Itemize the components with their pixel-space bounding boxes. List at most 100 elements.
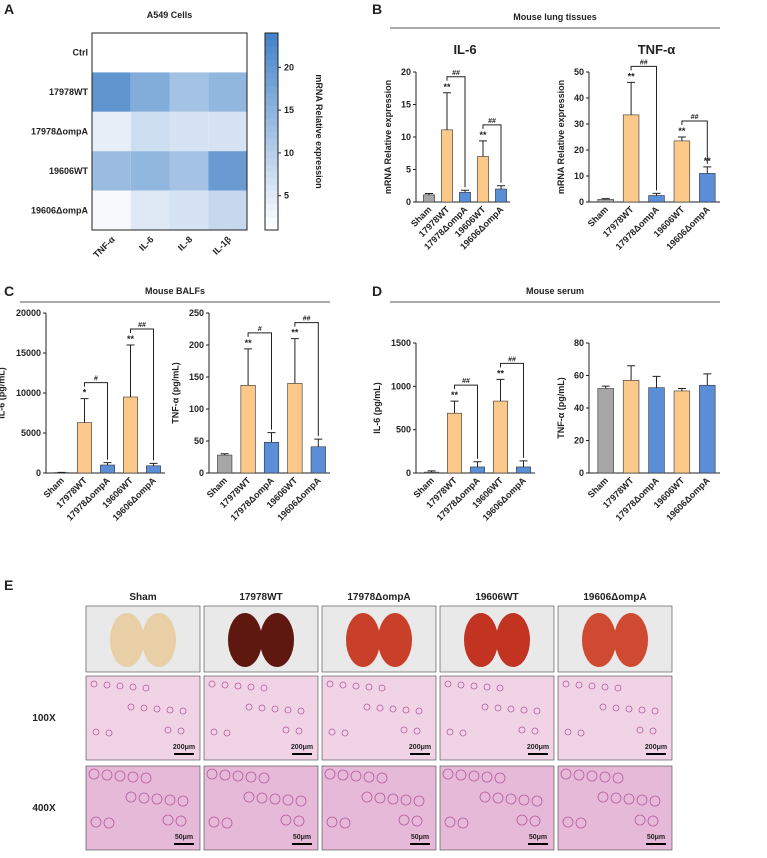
scale-bar-label: 200μm <box>409 744 431 751</box>
y-tick-label: 500 <box>396 425 411 435</box>
row-label: Ctrl <box>73 48 89 58</box>
bar <box>598 199 614 202</box>
bar <box>623 115 639 202</box>
error-bar <box>497 379 505 401</box>
error-bar <box>627 366 635 381</box>
bar <box>311 447 326 473</box>
bar <box>470 467 484 473</box>
bar <box>423 195 434 202</box>
y-tick-label: 5000 <box>21 428 41 438</box>
lung-lobe <box>464 613 498 667</box>
colorbar-step <box>265 46 278 53</box>
y-tick-label: 20 <box>401 67 411 77</box>
colorbar-step <box>265 197 278 204</box>
y-axis-label: IL-6 (pg/mL) <box>372 382 382 434</box>
scale-bar-label: 200μm <box>173 744 195 751</box>
colorbar-step <box>265 177 278 184</box>
y-axis-label: mRNA Relative expression <box>556 80 566 194</box>
y-tick-label: 250 <box>189 308 204 318</box>
lung-lobe <box>346 613 380 667</box>
group-title: Mouse lung tissues <box>513 12 597 22</box>
colorbar-step <box>265 158 278 165</box>
heatmap-cell <box>170 151 209 190</box>
colorbar-tick-label: 10 <box>284 148 294 158</box>
y-tick-label: 30 <box>574 119 584 129</box>
scale-bar-label: 50μm <box>647 834 665 841</box>
y-tick-label: 20000 <box>16 308 41 318</box>
error-bar <box>443 93 451 130</box>
column-header: Sham <box>129 592 156 603</box>
panel-label: D <box>372 283 382 299</box>
significance: ** <box>479 130 487 140</box>
colorbar-tick-label: 5 <box>284 191 289 201</box>
error-bar <box>104 463 112 465</box>
bar <box>649 196 665 203</box>
bar <box>495 189 506 202</box>
column-header: 19606WT <box>475 592 518 603</box>
scale-bar-label: 50μm <box>293 834 311 841</box>
heatmap-cell <box>208 112 247 151</box>
error-bar <box>703 374 711 385</box>
bar <box>598 389 614 474</box>
heatmap-cell <box>170 33 209 72</box>
bar <box>699 173 715 202</box>
heatmap-cell <box>131 151 170 190</box>
colorbar-step <box>265 145 278 152</box>
y-tick-label: 0 <box>199 468 204 478</box>
y-tick-label: 10 <box>574 171 584 181</box>
significance: ** <box>127 334 135 344</box>
heatmap-cell <box>92 33 131 72</box>
error-bar <box>150 463 158 465</box>
bracket-label: ## <box>691 114 699 121</box>
bracket-label: ## <box>462 378 470 385</box>
bar <box>459 192 470 202</box>
colorbar-step <box>265 40 278 47</box>
colorbar-step <box>265 66 278 73</box>
y-tick-label: 40 <box>574 93 584 103</box>
significance: ** <box>497 368 505 378</box>
bar <box>649 388 665 473</box>
heatmap-cell <box>170 112 209 151</box>
bar <box>146 466 160 473</box>
error-bar <box>497 186 505 189</box>
panel-label: A <box>4 1 14 17</box>
y-tick-label: 80 <box>574 338 584 348</box>
error-bar <box>678 389 686 391</box>
error-bar <box>520 461 528 467</box>
bar <box>674 391 690 473</box>
bar <box>100 465 114 473</box>
bar <box>493 401 507 473</box>
error-bar <box>127 345 135 397</box>
bracket-label: ## <box>488 118 496 125</box>
y-tick-label: 1000 <box>391 381 411 391</box>
bar <box>623 380 639 473</box>
scale-bar-label: 50μm <box>411 834 429 841</box>
bar <box>674 141 690 202</box>
error-bar <box>474 462 482 467</box>
bracket-label: ## <box>303 316 311 323</box>
heatmap-cell <box>208 72 247 111</box>
scale-bar-label: 200μm <box>645 744 667 751</box>
error-bar <box>703 167 711 174</box>
bracket-label: # <box>258 326 262 333</box>
group-title: Mouse BALFs <box>145 286 205 296</box>
heatmap-cell <box>92 191 131 230</box>
row-label: 17978ΔompA <box>31 127 88 137</box>
group-title: Mouse serum <box>526 286 584 296</box>
scale-bar-label: 200μm <box>291 744 313 751</box>
lung-lobe <box>110 613 144 667</box>
y-tick-label: 10 <box>401 132 411 142</box>
bracket-label: ## <box>508 356 516 363</box>
colorbar-step <box>265 33 278 40</box>
error-bar <box>81 399 89 423</box>
colorbar-step <box>265 151 278 158</box>
y-tick-label: 0 <box>579 197 584 207</box>
bar <box>699 385 715 473</box>
colorbar-step <box>265 132 278 139</box>
error-bar <box>653 193 661 195</box>
row-label: 19606ΔompA <box>31 205 88 215</box>
colorbar-step <box>265 217 278 224</box>
panel-label: E <box>4 577 13 593</box>
row-label: 400X <box>32 803 56 814</box>
